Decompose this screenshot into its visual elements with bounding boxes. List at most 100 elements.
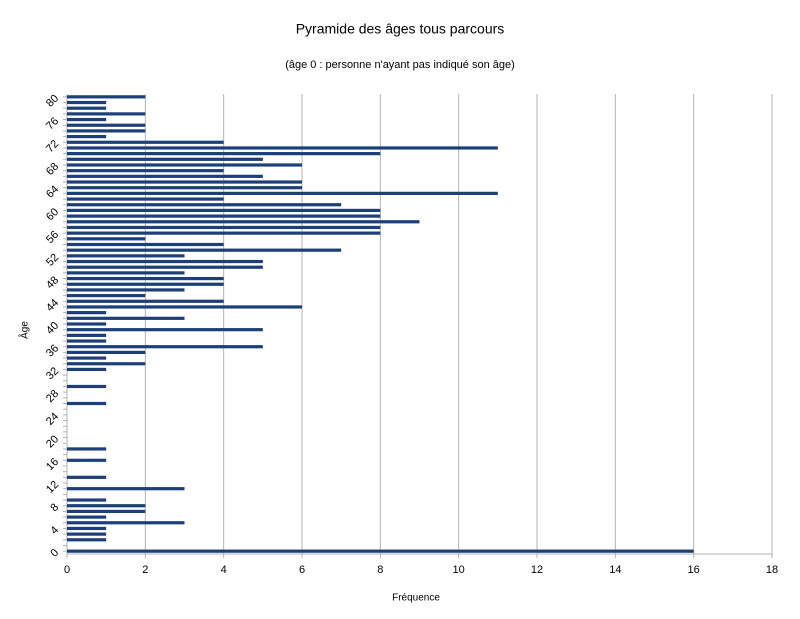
- bar: [67, 117, 107, 122]
- y-tick-label: 44: [44, 297, 61, 314]
- bar: [67, 157, 263, 161]
- y-tick-label: 68: [44, 161, 61, 178]
- bar: [67, 100, 107, 105]
- bar: [67, 231, 381, 235]
- bar: [67, 294, 146, 298]
- bar: [67, 123, 146, 127]
- bar: [67, 498, 107, 502]
- y-tick-label: 20: [44, 433, 61, 450]
- x-tick-label: 8: [377, 564, 383, 576]
- bar: [67, 276, 224, 281]
- bar: [67, 220, 420, 224]
- y-tick-label: 32: [44, 365, 61, 382]
- y-tick-label: 60: [44, 206, 61, 223]
- bar: [67, 254, 185, 258]
- bar: [67, 259, 263, 264]
- x-tick-label: 18: [766, 564, 778, 576]
- chart-subtitle: (âge 0 : personne n'ayant pas indiqué so…: [285, 59, 515, 71]
- x-tick-label: 6: [299, 564, 305, 576]
- x-tick-label: 12: [531, 564, 543, 576]
- bar: [67, 333, 107, 337]
- bar: [67, 532, 107, 536]
- y-tick-label: 40: [44, 320, 61, 337]
- bar: [67, 475, 107, 479]
- bar: [67, 328, 263, 332]
- y-tick-label: 72: [44, 138, 61, 155]
- bar: [67, 271, 185, 275]
- y-tick-label: 48: [44, 274, 61, 291]
- bar: [67, 152, 381, 156]
- bar: [67, 265, 263, 269]
- y-tick-label: 56: [44, 229, 61, 246]
- y-axis-label: Âge: [18, 321, 31, 339]
- bar: [67, 458, 107, 462]
- y-tick-label: 76: [44, 115, 61, 132]
- bar: [67, 316, 185, 320]
- bar: [67, 191, 498, 195]
- bar: [67, 350, 146, 354]
- bar: [67, 134, 107, 139]
- bar: [67, 356, 107, 360]
- x-tick-label: 16: [688, 564, 700, 576]
- bar: [67, 106, 107, 110]
- bar: [67, 208, 381, 213]
- bar: [67, 447, 107, 451]
- bar: [67, 242, 224, 247]
- bar: [67, 180, 302, 184]
- bar: [67, 214, 381, 218]
- bar: [67, 362, 146, 366]
- bar: [67, 282, 224, 286]
- bar: [67, 515, 107, 519]
- bar: [67, 174, 263, 178]
- bar: [67, 112, 146, 116]
- bar: [67, 384, 107, 389]
- bar: [67, 521, 185, 525]
- bar: [67, 538, 107, 542]
- y-tick-label: 36: [44, 342, 61, 359]
- x-tick-label: 10: [453, 564, 465, 576]
- bar: [67, 288, 185, 292]
- y-tick-label: 24: [44, 411, 61, 428]
- bar: [67, 203, 342, 207]
- bar: [67, 311, 107, 315]
- y-tick-label: 16: [44, 456, 61, 473]
- bar: [67, 163, 302, 167]
- x-axis-label: Fréquence: [392, 593, 440, 604]
- bar: [67, 186, 302, 190]
- bar: [67, 95, 146, 99]
- bar: [67, 299, 224, 303]
- x-tick-label: 14: [609, 564, 621, 576]
- x-tick-label: 2: [142, 564, 148, 576]
- x-tick-label: 4: [221, 564, 227, 576]
- y-tick-label: 28: [44, 388, 61, 405]
- y-tick-label: 80: [44, 93, 61, 110]
- bar: [67, 367, 107, 372]
- bar: [67, 509, 146, 514]
- bar: [67, 140, 224, 144]
- bar: [67, 339, 107, 343]
- bar: [67, 225, 381, 230]
- bar: [67, 549, 694, 553]
- bar: [67, 401, 107, 406]
- bar: [67, 322, 107, 326]
- y-tick-label: 8: [48, 501, 61, 514]
- bar: [67, 305, 302, 309]
- bar: [67, 146, 498, 150]
- bar: [67, 169, 224, 173]
- y-tick-label: 52: [44, 252, 61, 269]
- x-tick-label: 0: [64, 564, 70, 576]
- bar: [67, 248, 342, 252]
- y-tick-label: 4: [48, 524, 61, 537]
- bar: [67, 526, 107, 531]
- bar: [67, 237, 146, 241]
- y-tick-label: 12: [44, 479, 61, 496]
- y-tick-label: 64: [44, 183, 61, 200]
- bar: [67, 345, 263, 349]
- bar: [67, 129, 146, 133]
- bar: [67, 487, 185, 491]
- y-tick-label: 0: [48, 547, 61, 560]
- bar: [67, 504, 146, 508]
- chart-title: Pyramide des âges tous parcours: [296, 21, 505, 37]
- bar: [67, 197, 224, 201]
